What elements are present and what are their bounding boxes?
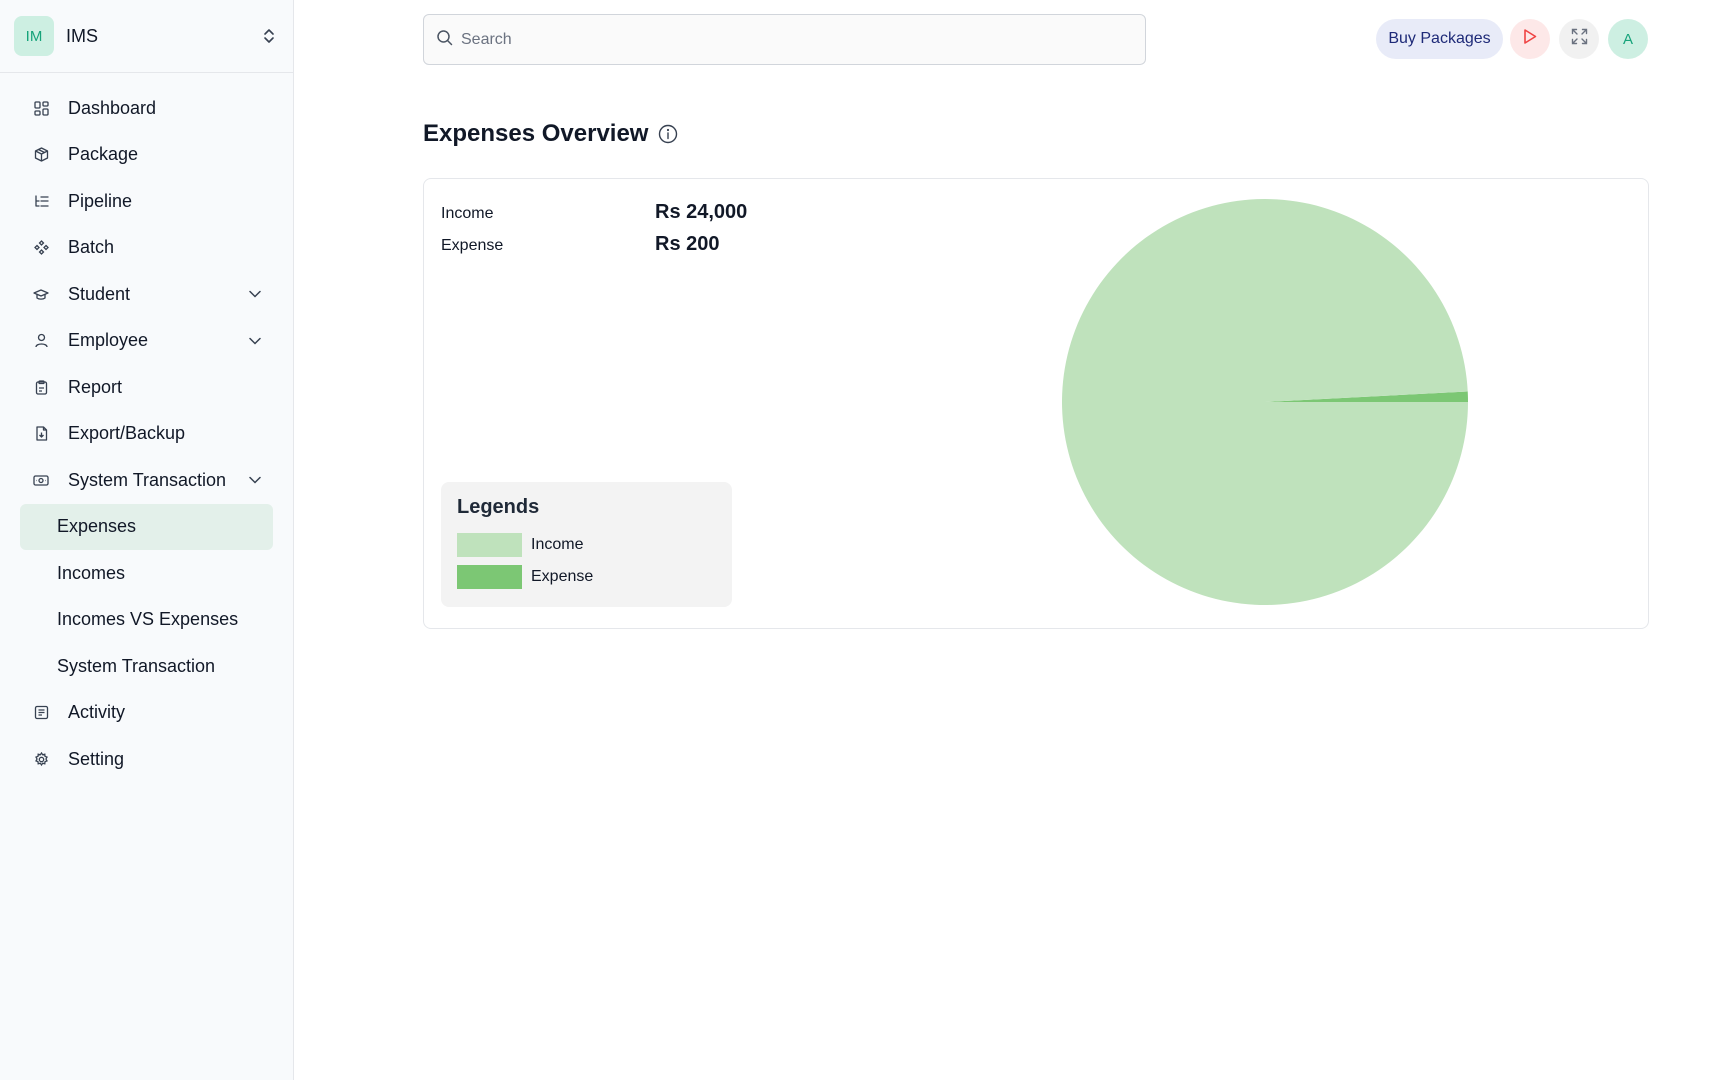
banknote-icon [33,472,49,488]
sidebar-item-label: Report [68,376,123,397]
chevron-down-icon[interactable] [247,286,263,302]
sidebar-nav: Dashboard Package Pipeline Batch Student [0,73,293,783]
sidebar-item-activity[interactable]: Activity [0,690,293,737]
legend-item-income: Income [457,529,716,561]
page-title: Expenses Overview [423,120,649,147]
income-expense-pie-chart [1062,199,1468,605]
file-export-icon [33,426,49,442]
sidebar-item-pipeline[interactable]: Pipeline [0,178,293,225]
sidebar-item-dashboard[interactable]: Dashboard [0,85,293,132]
buy-packages-button[interactable]: Buy Packages [1376,19,1503,59]
chevron-down-icon[interactable] [247,333,263,349]
play-icon [1522,28,1538,50]
chart-legend: Legends Income Expense [441,482,732,607]
legend-label-expense: Expense [531,568,594,585]
sidebar-item-label: Export/Backup [68,423,186,444]
sidebar-item-employee[interactable]: Employee [0,318,293,365]
chevrons-up-down-icon[interactable] [259,26,279,46]
sidebar-item-system-transaction[interactable]: System Transaction [0,457,293,504]
org-switcher[interactable]: IM IMS [0,0,293,73]
sidebar-item-label: Pipeline [68,190,133,211]
page-header: Expenses Overview [423,120,678,148]
expense-value: Rs 200 [655,233,720,255]
legend-title: Legends [457,496,540,518]
user-avatar[interactable]: A [1608,19,1648,59]
legend-label-income: Income [531,536,584,553]
sidebar-subitem-incomes-vs-expenses[interactable]: Incomes VS Expenses [57,609,239,630]
sidebar-item-label: Employee [68,330,149,351]
pie-slice-income[interactable] [1062,199,1468,605]
income-label: Income [441,205,494,222]
expense-label: Expense [441,237,504,254]
search-icon [436,29,453,51]
expand-icon [1571,28,1588,50]
package-icon [33,147,49,163]
gear-icon [33,751,49,767]
sidebar-subitem-expenses[interactable]: Expenses [20,503,273,550]
user-icon [33,333,49,349]
sidebar-item-export-backup[interactable]: Export/Backup [0,411,293,458]
sidebar-item-setting[interactable]: Setting [0,736,293,783]
graduation-cap-icon [33,286,49,302]
legend-swatch-expense [457,565,522,589]
pipeline-icon [33,193,49,209]
batch-icon [33,240,49,256]
sidebar-item-report[interactable]: Report [0,364,293,411]
sidebar: IM IMS Dashboard Package Pipeline [0,0,294,1080]
search-input[interactable] [461,30,1101,49]
expenses-overview-card: Income Rs 24,000 Expense Rs 200 Legends … [423,178,1649,629]
income-summary: Income Rs 24,000 [441,201,747,224]
sidebar-item-label: System Transaction [68,469,227,490]
sidebar-item-batch[interactable]: Batch [0,225,293,272]
dashboard-icon [33,100,49,116]
expense-summary: Expense Rs 200 [441,233,720,256]
sidebar-item-label: Dashboard [68,97,157,118]
legend-swatch-income [457,533,522,557]
sidebar-item-package[interactable]: Package [0,132,293,179]
activity-log-icon [33,705,49,721]
search-bar[interactable] [423,14,1146,65]
fullscreen-button[interactable] [1559,19,1599,59]
income-value: Rs 24,000 [655,201,748,223]
legend-item-expense: Expense [457,561,716,593]
sidebar-item-label: Student [68,283,131,304]
play-tutorial-button[interactable] [1510,19,1550,59]
sidebar-item-label: Package [68,144,139,165]
sidebar-subitem-incomes[interactable]: Incomes [57,562,126,583]
org-avatar: IM [14,16,54,56]
sidebar-item-label: Setting [68,748,125,769]
sidebar-item-label: Batch [68,237,115,258]
info-icon[interactable] [658,124,678,144]
sidebar-item-student[interactable]: Student [0,271,293,318]
org-name: IMS [66,25,99,46]
clipboard-icon [33,379,49,395]
chevron-down-icon[interactable] [247,472,263,488]
sidebar-subitem-system-transaction[interactable]: System Transaction [57,655,216,676]
pie-slice-expense[interactable] [1265,391,1468,402]
sidebar-item-label: Activity [68,702,126,723]
